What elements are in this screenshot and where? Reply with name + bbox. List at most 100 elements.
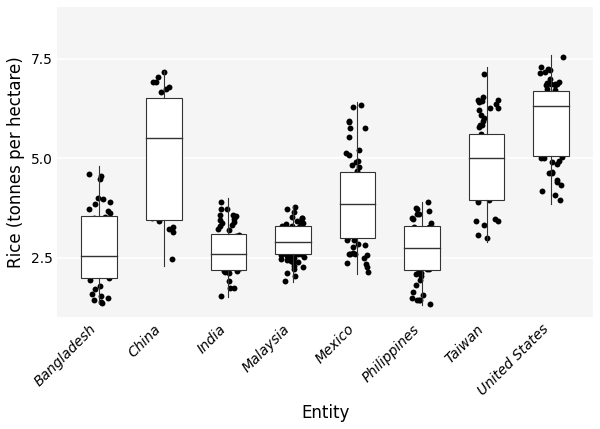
Point — [421, 260, 430, 266]
Point — [351, 176, 361, 183]
Point — [155, 188, 165, 195]
Point — [421, 257, 430, 264]
Point — [290, 204, 299, 211]
Point — [161, 189, 170, 196]
Point — [536, 133, 546, 140]
Point — [106, 265, 115, 272]
Point — [419, 231, 429, 238]
Point — [91, 226, 101, 233]
Point — [359, 186, 369, 193]
Point — [425, 266, 434, 273]
Point — [168, 185, 178, 192]
Point — [484, 140, 494, 147]
Bar — [275, 226, 311, 254]
Point — [475, 121, 485, 128]
Point — [297, 233, 307, 240]
Point — [155, 218, 164, 225]
Point — [225, 285, 235, 292]
Point — [549, 118, 559, 125]
Point — [478, 191, 487, 198]
Point — [538, 130, 548, 137]
Point — [287, 214, 297, 221]
Point — [473, 146, 482, 153]
Point — [105, 209, 115, 216]
Point — [415, 226, 424, 233]
Point — [362, 252, 372, 259]
Point — [556, 100, 566, 107]
Point — [298, 230, 307, 237]
Point — [550, 192, 560, 199]
Point — [214, 247, 224, 254]
Point — [223, 269, 232, 276]
Point — [168, 201, 178, 208]
Point — [345, 124, 355, 131]
Point — [412, 206, 422, 213]
Point — [101, 249, 111, 256]
Point — [167, 149, 176, 156]
Point — [149, 136, 159, 142]
Point — [223, 238, 232, 245]
Point — [287, 223, 296, 230]
Point — [550, 108, 560, 115]
Point — [554, 79, 564, 85]
Point — [153, 121, 163, 128]
Point — [283, 253, 292, 260]
Point — [355, 146, 364, 153]
Point — [88, 271, 97, 278]
Point — [363, 223, 373, 230]
Point — [550, 99, 560, 106]
Point — [299, 234, 308, 241]
Point — [473, 199, 483, 206]
Point — [481, 172, 490, 178]
Point — [221, 248, 231, 255]
Point — [342, 260, 352, 266]
Point — [423, 199, 433, 205]
Point — [481, 140, 491, 147]
Point — [162, 124, 172, 131]
Point — [221, 260, 230, 267]
Point — [539, 121, 548, 128]
Point — [99, 218, 109, 225]
Point — [539, 154, 548, 161]
Point — [286, 253, 295, 260]
Point — [277, 223, 287, 230]
Point — [290, 251, 300, 257]
Point — [550, 81, 560, 88]
Point — [537, 135, 547, 142]
Point — [427, 219, 436, 226]
Point — [277, 251, 286, 258]
Point — [427, 237, 437, 244]
Point — [95, 282, 104, 289]
Point — [409, 243, 418, 250]
Point — [157, 137, 167, 144]
Point — [220, 248, 230, 255]
Point — [229, 212, 238, 219]
Point — [547, 169, 556, 176]
Bar — [211, 234, 246, 269]
Point — [86, 254, 96, 261]
Point — [298, 249, 308, 256]
Point — [408, 215, 418, 222]
Point — [418, 240, 428, 247]
Point — [547, 103, 557, 110]
Point — [424, 224, 433, 231]
Point — [351, 192, 361, 199]
Point — [346, 201, 356, 208]
Point — [407, 250, 416, 257]
Point — [477, 179, 487, 186]
Point — [362, 231, 371, 238]
Point — [352, 159, 361, 166]
Point — [349, 237, 359, 244]
Point — [344, 151, 354, 158]
Point — [94, 228, 104, 235]
Point — [149, 111, 158, 118]
Point — [169, 224, 178, 231]
Point — [479, 114, 488, 121]
Point — [346, 203, 356, 210]
Point — [344, 233, 353, 240]
Point — [556, 147, 565, 154]
Point — [364, 208, 374, 215]
Point — [165, 141, 175, 148]
Point — [536, 107, 546, 114]
Point — [344, 119, 353, 126]
